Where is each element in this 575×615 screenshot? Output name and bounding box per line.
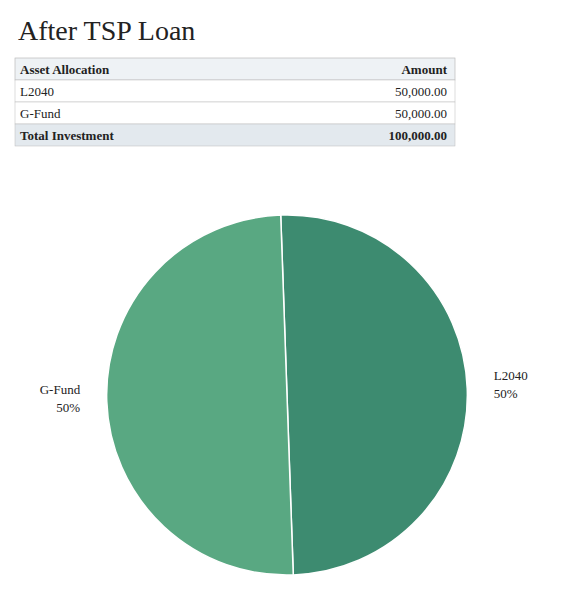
table-cell: 100,000.00: [389, 128, 448, 143]
table-row-bg: [15, 102, 455, 124]
chart-root: After TSP Loan Asset Allocation Amount L204…: [0, 0, 575, 615]
pie-label-name: G-Fund: [40, 382, 81, 397]
table-row: Total Investment 100,000.00: [15, 124, 455, 146]
slices: [107, 215, 468, 575]
table-cell: 50,000.00: [395, 84, 447, 99]
table-cell: 50,000.00: [395, 106, 447, 121]
table-row-bg: [15, 80, 455, 102]
table-header-cell: Amount: [401, 62, 447, 77]
table: After TSP Loan Asset Allocation Amount L204…: [15, 15, 455, 146]
pie-slice: [107, 215, 294, 575]
table-cell: Total Investment: [20, 128, 114, 143]
table-row: G-Fund 50,000.00: [15, 102, 455, 124]
table-cell: L2040: [20, 84, 54, 99]
table-header-bg: [15, 58, 455, 80]
table-row: L2040 50,000.00: [15, 80, 455, 102]
title: After TSP Loan: [18, 15, 195, 46]
table-header-cell: Asset Allocation: [20, 62, 110, 77]
table-header: Asset Allocation Amount: [15, 58, 455, 80]
table-row-bg: [15, 124, 455, 146]
pie-label-value: 50%: [56, 400, 80, 415]
pie-labels: L2040 50% G-Fund 50%: [40, 368, 528, 415]
pie-label-value: 50%: [494, 386, 518, 401]
table-cell: G-Fund: [20, 106, 61, 121]
pie-label-name: L2040: [494, 368, 528, 383]
pie-slice: [281, 215, 468, 575]
pie: L2040 50% G-Fund 50%: [40, 215, 528, 575]
